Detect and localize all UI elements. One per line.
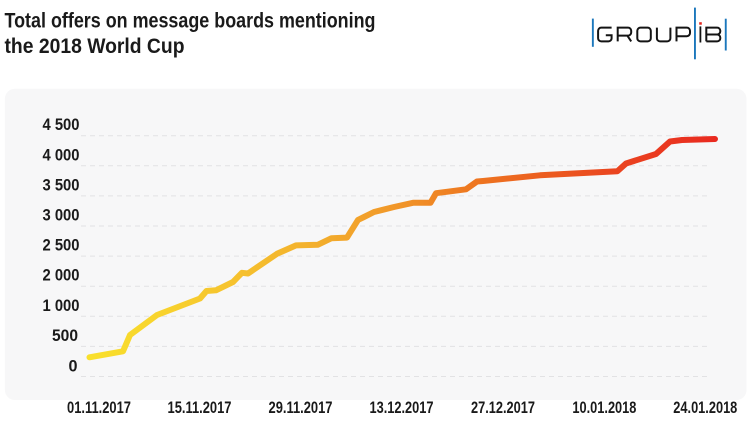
svg-text:24.01.2018: 24.01.2018 — [673, 398, 737, 417]
svg-text:4 500: 4 500 — [43, 115, 80, 134]
svg-text:29.11.2017: 29.11.2017 — [269, 398, 333, 417]
svg-text:1 000: 1 000 — [43, 296, 80, 315]
svg-text:500: 500 — [52, 326, 78, 345]
svg-text:01.11.2017: 01.11.2017 — [67, 398, 131, 417]
svg-text:13.12.2017: 13.12.2017 — [370, 398, 434, 417]
svg-text:2 000: 2 000 — [43, 266, 80, 285]
svg-text:4 000: 4 000 — [43, 145, 80, 164]
svg-text:15.11.2017: 15.11.2017 — [168, 398, 232, 417]
svg-text:3 000: 3 000 — [43, 206, 80, 225]
svg-text:2 500: 2 500 — [43, 236, 80, 255]
svg-text:27.12.2017: 27.12.2017 — [471, 398, 535, 417]
svg-text:Total offers on message boards: Total offers on message boards mentionin… — [5, 10, 376, 33]
svg-text:10.01.2018: 10.01.2018 — [572, 398, 636, 417]
svg-text:0: 0 — [69, 357, 78, 376]
svg-text:the 2018 World Cup: the 2018 World Cup — [5, 35, 185, 58]
svg-text:3 500: 3 500 — [43, 175, 80, 194]
